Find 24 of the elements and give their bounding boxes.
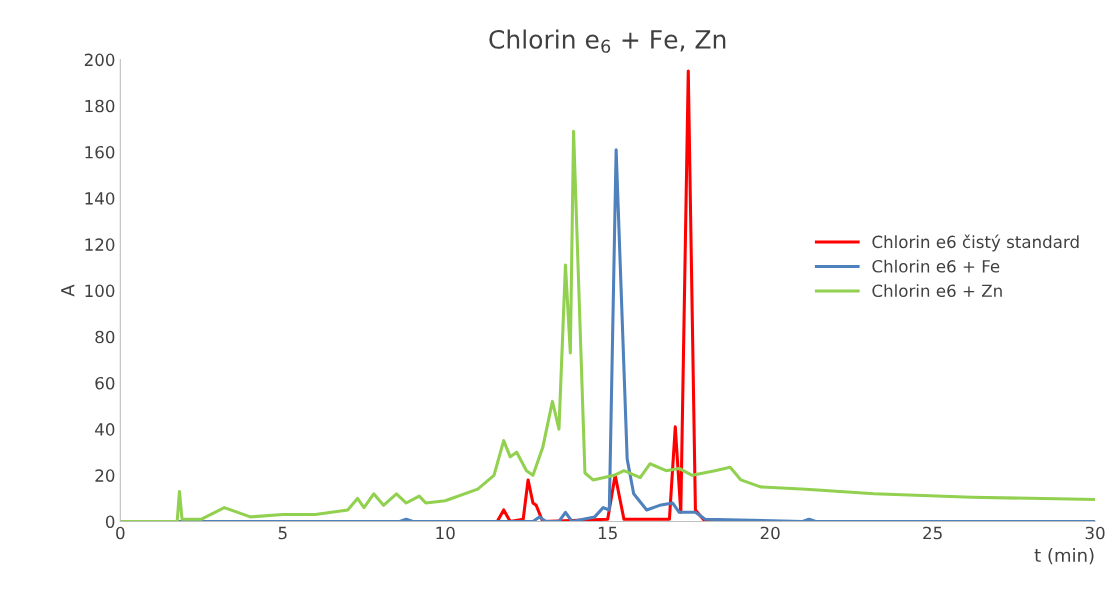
x-tick-label: 30 [1085,526,1105,540]
x-axis-title: t (min) [1034,548,1094,565]
y-tick-label: 200 [84,53,115,67]
chart-title: Chlorin e$_{6}$ + Fe, Zn [489,29,726,53]
y-tick-label: 120 [85,238,115,251]
y-tick-label: 140 [85,192,115,205]
y-axis-title: A [61,284,75,297]
y-tick-label: 60 [95,376,115,390]
x-tick-label: 20 [760,526,780,540]
y-tick-label: 160 [85,145,115,159]
y-tick-label: 100 [85,284,115,298]
y-tick-label: 80 [95,330,115,344]
x-tick-label: 25 [923,526,942,540]
x-tick-label: 15 [598,526,617,540]
legend-label: Chlorin e6 + Fe [872,259,1000,273]
x-tick-label: 0 [116,526,125,540]
y-tick-label: 40 [95,423,115,436]
y-tick-label: 0 [105,515,115,529]
legend-label: Chlorin e6 čistý standard [872,234,1079,252]
y-tick-label: 20 [95,469,115,482]
legend-label: Chlorin e6 + Zn [872,284,1002,298]
x-tick-label: 10 [436,526,455,540]
y-tick-label: 180 [85,99,115,113]
x-tick-label: 5 [278,526,287,540]
